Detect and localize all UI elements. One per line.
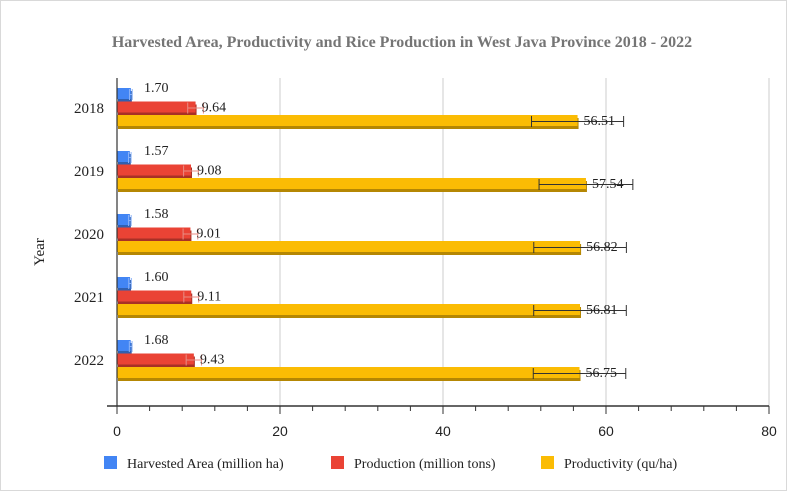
legend-item: Production (million tons): [331, 456, 496, 472]
y-tick-label: 2022: [74, 353, 104, 369]
bar: [117, 151, 130, 162]
x-tick-label: 80: [761, 423, 777, 439]
bar: [117, 277, 131, 288]
legend-label: Productivity (qu/ha): [564, 457, 677, 472]
y-tick-label: 2018: [74, 101, 104, 117]
data-label: 9.01: [196, 227, 221, 242]
bar-group-2021: 2021 1.60 9.11 56.81: [74, 270, 627, 318]
data-label: 9.08: [197, 164, 222, 179]
y-tick-label: 2021: [74, 290, 104, 306]
legend-label: Harvested Area (million ha): [127, 457, 284, 472]
bar-group-2022: 2022 1.68 9.43 56.75: [74, 333, 627, 381]
bar: [117, 304, 581, 315]
data-label: 57.54: [592, 177, 624, 192]
data-label: 56.81: [586, 303, 618, 318]
x-tick-label: 0: [113, 423, 121, 439]
bar: [117, 115, 578, 126]
data-label: 56.82: [586, 240, 618, 255]
axes: 0 20 40 60 80: [107, 78, 777, 439]
bar-group-2020: 2020 1.58 9.01 56.82: [74, 207, 627, 255]
y-axis-label: Year: [32, 238, 48, 266]
data-label: 56.51: [584, 114, 616, 129]
legend-label: Production (million tons): [354, 457, 496, 472]
data-label: 1.57: [144, 144, 169, 159]
x-tick-label: 40: [435, 423, 451, 439]
data-label: 9.43: [200, 353, 225, 368]
data-label: 1.58: [144, 207, 169, 222]
bar: [117, 353, 194, 365]
legend-swatch: [541, 456, 554, 469]
data-label: 1.70: [144, 81, 169, 96]
y-tick-label: 2020: [74, 227, 104, 243]
bar: [117, 290, 192, 302]
data-label: 9.64: [202, 101, 227, 116]
data-label: 1.68: [144, 333, 169, 348]
bar: [117, 241, 581, 252]
legend-swatch: [331, 456, 344, 469]
data-label: 1.60: [144, 270, 169, 285]
x-tick-label: 60: [598, 423, 614, 439]
bars: 2018 1.70 9.64 56.51 2019 1.57 9.08 57.54 2020 1.…: [74, 81, 634, 381]
bar: [117, 227, 191, 239]
bar: [117, 340, 131, 351]
bar: [117, 214, 130, 225]
bar-group-2019: 2019 1.57 9.08 57.54: [74, 144, 634, 192]
bar: [117, 164, 192, 176]
bar-group-2018: 2018 1.70 9.64 56.51: [74, 81, 625, 129]
legend: Harvested Area (million ha) Production (m…: [104, 456, 677, 472]
x-tick-label: 20: [272, 423, 288, 439]
legend-item: Harvested Area (million ha): [104, 456, 284, 472]
legend-swatch: [104, 456, 117, 469]
bar: [117, 88, 131, 99]
y-tick-label: 2019: [74, 164, 104, 180]
bar: [117, 178, 586, 189]
bar: [117, 367, 580, 378]
bar: [117, 101, 196, 113]
legend-item: Productivity (qu/ha): [541, 456, 677, 472]
data-label: 56.75: [586, 366, 618, 381]
data-label: 9.11: [197, 290, 221, 305]
chart-title: Harvested Area, Productivity and Rice Pr…: [112, 34, 692, 51]
